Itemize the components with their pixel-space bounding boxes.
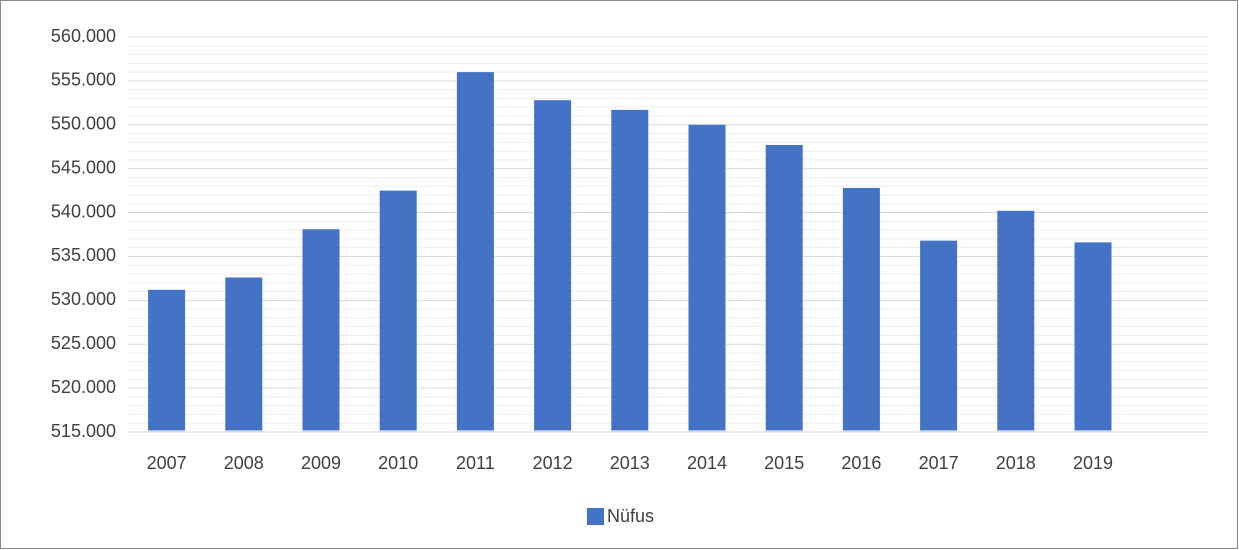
legend-label: Nüfus	[607, 506, 654, 526]
x-tick-label: 2016	[841, 453, 881, 473]
x-tick-label: 2018	[996, 453, 1036, 473]
bar	[920, 240, 958, 432]
y-tick-label: 525.000	[51, 333, 116, 353]
bar	[611, 109, 649, 432]
bar	[225, 277, 263, 432]
y-tick-label: 540.000	[51, 201, 116, 221]
bar	[302, 229, 340, 432]
x-tick-label: 2011	[456, 453, 495, 473]
y-tick-label: 515.000	[51, 421, 116, 441]
bar	[765, 144, 803, 432]
x-tick-label: 2010	[378, 453, 418, 473]
bar	[456, 72, 494, 432]
y-tick-label: 560.000	[51, 26, 116, 46]
y-tick-label: 535.000	[51, 245, 116, 265]
y-tick-label: 520.000	[51, 377, 116, 397]
bar	[688, 124, 726, 433]
bar	[842, 187, 880, 432]
x-tick-label: 2009	[301, 453, 341, 473]
bar	[997, 210, 1035, 432]
legend-swatch	[587, 508, 604, 525]
x-tick-label: 2013	[610, 453, 650, 473]
bar	[1074, 242, 1112, 432]
x-tick-label: 2017	[919, 453, 959, 473]
x-tick-label: 2014	[687, 453, 727, 473]
bar	[148, 289, 186, 432]
bar	[379, 190, 417, 432]
x-tick-label: 2015	[764, 453, 804, 473]
y-tick-label: 555.000	[51, 70, 116, 90]
y-tick-label: 545.000	[51, 157, 116, 177]
x-tick-label: 2019	[1073, 453, 1113, 473]
x-tick-label: 2008	[224, 453, 264, 473]
y-tick-label: 530.000	[51, 289, 116, 309]
y-tick-label: 550.000	[51, 114, 116, 134]
x-tick-label: 2012	[533, 453, 573, 473]
x-tick-label: 2007	[147, 453, 187, 473]
bar	[534, 100, 572, 432]
